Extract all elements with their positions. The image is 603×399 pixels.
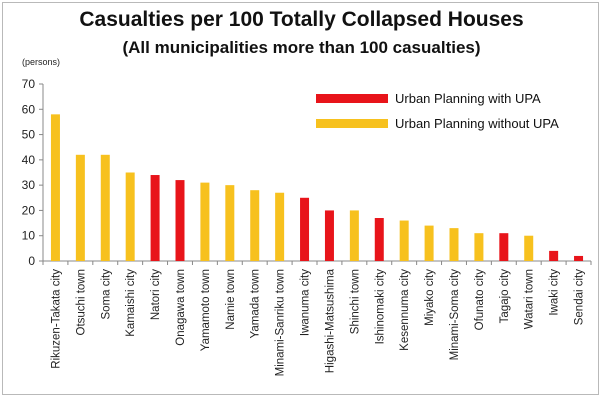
bar bbox=[75, 154, 85, 261]
bar bbox=[349, 210, 359, 261]
bars bbox=[50, 114, 584, 261]
y-tick-label: 50 bbox=[22, 128, 36, 142]
bar bbox=[100, 154, 110, 261]
legend-swatch bbox=[316, 94, 388, 103]
y-tick-label: 60 bbox=[22, 102, 36, 116]
legend: Urban Planning with UPA Urban Planning wi… bbox=[316, 91, 559, 131]
x-tick-label: Minami-Soma city bbox=[449, 269, 461, 361]
x-tick-label: Sendai city bbox=[574, 269, 586, 326]
bar bbox=[275, 192, 285, 261]
x-tick-label: Tagajo city bbox=[499, 269, 511, 324]
bar bbox=[50, 114, 60, 261]
y-tick-label: 20 bbox=[22, 203, 36, 217]
x-tick-label: Iwanuma city bbox=[300, 269, 312, 336]
bar bbox=[524, 235, 534, 261]
y-axis-unit-label: (persons) bbox=[22, 57, 61, 67]
bar bbox=[300, 197, 310, 261]
x-tick-label: Rikuzen-Takata city bbox=[50, 269, 62, 369]
legend-label: Urban Planning with UPA bbox=[395, 91, 541, 106]
x-tick-label: Iwaki city bbox=[549, 269, 561, 316]
x-tick-label: Watari town bbox=[524, 269, 536, 329]
y-tick-label: 70 bbox=[22, 77, 36, 91]
x-tick-label: Kesennuma city bbox=[399, 269, 411, 351]
bar bbox=[499, 233, 509, 261]
bar bbox=[574, 255, 584, 261]
x-tick-label: Minami-Sanriku town bbox=[275, 269, 287, 376]
y-tick-label: 40 bbox=[22, 153, 36, 167]
x-tick-label: Yamada town bbox=[250, 269, 262, 338]
x-tick-label: Shinchi town bbox=[349, 269, 361, 334]
x-tick-label: Ofunato city bbox=[474, 269, 486, 331]
bar bbox=[150, 175, 160, 261]
bar bbox=[399, 220, 409, 261]
legend-label: Urban Planning without UPA bbox=[395, 116, 559, 131]
x-tick-label: Ishinomaki city bbox=[374, 269, 386, 345]
bar bbox=[250, 190, 260, 261]
bar bbox=[200, 182, 210, 261]
chart-subtitle: (All municipalities more than 100 casual… bbox=[122, 38, 481, 57]
y-tick-label: 10 bbox=[22, 229, 36, 243]
x-tick-label: Onagawa town bbox=[175, 269, 187, 346]
bar bbox=[424, 225, 434, 261]
x-tick-label: Otsuchi town bbox=[75, 269, 87, 335]
bar bbox=[225, 185, 235, 261]
x-tick-label: Yamamoto town bbox=[200, 269, 212, 351]
chart-title: Casualties per 100 Totally Collapsed Hou… bbox=[79, 8, 524, 31]
x-tick-label: Natori city bbox=[150, 269, 162, 320]
bar bbox=[324, 210, 334, 261]
bar bbox=[175, 180, 185, 261]
bar bbox=[374, 218, 384, 261]
y-tick-label: 30 bbox=[22, 178, 36, 192]
x-tick-label: Miyako city bbox=[424, 269, 436, 326]
x-tick-label: Namie town bbox=[225, 269, 237, 330]
y-tick-label: 0 bbox=[28, 254, 35, 268]
bar bbox=[125, 172, 135, 261]
x-tick-label: Higashi-Matsushima bbox=[324, 268, 336, 373]
bar bbox=[449, 228, 459, 261]
x-axis-labels: Rikuzen-Takata city Otsuchi town Soma city… bbox=[42, 261, 592, 376]
x-tick-label: Soma city bbox=[100, 269, 112, 320]
legend-swatch bbox=[316, 119, 388, 128]
bar bbox=[474, 233, 484, 261]
x-tick-label: Kamaishi city bbox=[125, 269, 137, 337]
bar bbox=[549, 250, 559, 261]
